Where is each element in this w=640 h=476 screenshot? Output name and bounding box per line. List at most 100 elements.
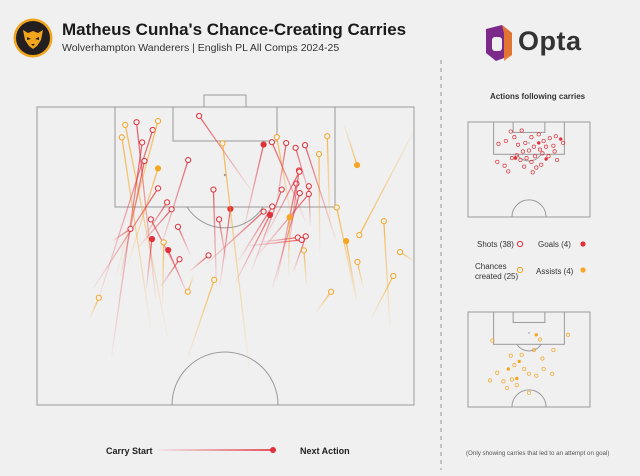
legend-next-action: Next Action [300, 446, 350, 456]
carry-line [358, 130, 415, 236]
carry-line [143, 202, 168, 237]
mini-chance-marker [495, 370, 500, 375]
carry-end-marker [176, 256, 183, 263]
carry-line [271, 192, 301, 289]
mini-arc [516, 344, 542, 352]
carry-end-marker [333, 204, 340, 211]
mini-chance-marker [565, 332, 571, 337]
carry-end-marker [210, 186, 217, 193]
carry-line [294, 147, 311, 199]
mini-goal-marker [559, 137, 563, 141]
mini-chance-marker [508, 353, 513, 358]
mini-shot-marker [540, 151, 545, 156]
carry-end-marker [283, 139, 290, 147]
carry-end-marker [296, 190, 303, 197]
mini-shot-marker [515, 142, 521, 147]
carry-end-marker [353, 162, 361, 169]
mini-shot-marker [508, 129, 513, 134]
carry-line [265, 171, 300, 236]
mini-chance-marker [487, 378, 493, 383]
mini-shot-marker [495, 159, 500, 164]
wolves-crest-icon [13, 18, 53, 58]
mini-shot-marker [537, 147, 543, 152]
carry-end-marker [356, 232, 363, 239]
centre-circle [171, 351, 279, 406]
mini-goal-marker [537, 141, 541, 145]
mini-shot-marker [506, 169, 511, 174]
mini-chance-marker [512, 363, 517, 368]
mini-shot-marker [524, 156, 529, 161]
legend-goals-label: Goals (4) [538, 240, 571, 249]
carry-line [127, 168, 159, 264]
carry-line [304, 144, 337, 241]
mini-chance-marker [522, 366, 527, 372]
carry-end-marker [324, 133, 331, 140]
opta-logo-icon [486, 25, 512, 61]
carry-end-marker [354, 258, 361, 266]
carry-end-marker [260, 141, 267, 148]
mini-chance-marker [550, 371, 555, 376]
six-yard-box [172, 106, 278, 142]
legend-assist-mark [580, 267, 586, 273]
mini-shot-marker [530, 170, 535, 175]
mini-shot-marker [555, 157, 560, 163]
mini-shot-marker [529, 135, 534, 140]
mini-shot-marker [534, 165, 539, 170]
carry-end-marker [148, 235, 156, 243]
carry-line [205, 211, 265, 266]
mini-chance-marker [537, 337, 543, 342]
mini-assist-marker [534, 333, 539, 337]
legend-next-action-dot [270, 447, 276, 453]
carry-line [261, 236, 298, 243]
carry-line [92, 188, 159, 290]
carry-line [120, 160, 146, 276]
mini-penalty-spot [528, 332, 530, 334]
carry-line [234, 214, 271, 284]
carry-end-marker [327, 288, 335, 295]
carry-end-marker [396, 249, 404, 256]
chart-title: Matheus Cunha's Chance-Creating Carries [62, 20, 407, 39]
mini-shot-marker [509, 156, 514, 161]
carry-line [255, 193, 310, 258]
carry-end-marker [133, 119, 140, 126]
carry-line [187, 279, 215, 358]
mini-chance-marker [551, 347, 556, 353]
mini-chance-marker [519, 352, 524, 357]
mini-pitch-shots [467, 121, 591, 218]
mini-shot-marker [531, 144, 536, 149]
carry-line [326, 136, 331, 228]
side-panel-title: Actions following carries [490, 92, 586, 101]
mini-shot-marker [533, 154, 538, 159]
carry-end-marker [301, 142, 309, 149]
carry-line [371, 275, 394, 318]
mini-chance-marker [504, 385, 510, 391]
mini-shot-marker [502, 163, 507, 168]
carry-end-marker [174, 223, 182, 230]
mini-chance-marker [526, 371, 532, 376]
carry-line [343, 124, 358, 166]
mini-shot-marker [544, 144, 549, 149]
mini-assist-marker [517, 359, 521, 364]
carry-end-marker [122, 121, 129, 128]
mini-shot-marker [520, 149, 525, 154]
carry-line [89, 297, 100, 319]
main-pitch [36, 94, 415, 406]
carry-end-marker [154, 117, 162, 125]
carry-end-marker [380, 218, 387, 225]
mini-shot-marker [529, 159, 534, 164]
mini-chance-marker [534, 373, 539, 378]
carry-line [292, 236, 307, 273]
mini-chance-marker [509, 377, 514, 382]
mini-goal-marker [544, 157, 548, 161]
carry-line [276, 136, 293, 223]
mini-penalty-spot [528, 142, 530, 144]
legend-shots-label: Shots (38) [477, 240, 514, 249]
carry-line [238, 206, 273, 261]
carry-line [145, 238, 153, 289]
penalty-arc [186, 206, 264, 229]
mini-shot-marker [519, 128, 524, 133]
mini-shot-marker [561, 140, 566, 145]
opta-brand: Opta [518, 26, 582, 56]
carry-lines [89, 112, 415, 369]
carry-line [336, 207, 357, 299]
